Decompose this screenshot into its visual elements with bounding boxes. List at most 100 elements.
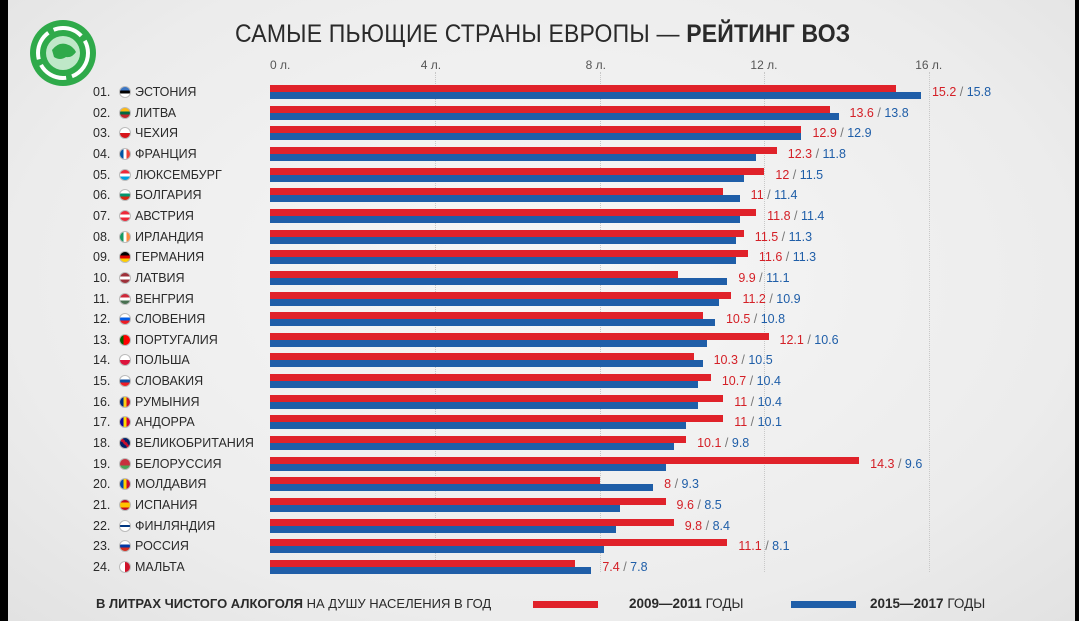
bar-2015-2017: [270, 174, 744, 182]
value-2015-2017: 10.6: [814, 332, 839, 347]
country-row: 11. Венгрия 11.2 / 10.9: [8, 289, 1075, 309]
value-separator: /: [750, 312, 761, 327]
bar-2009-2011: [270, 85, 897, 92]
country-row: 19. Белоруссия 14.3 / 9.6: [8, 454, 1075, 474]
country-row: 03. Чехия 12.9 / 12.9: [8, 123, 1075, 143]
value-2009-2011: 11.5: [754, 229, 779, 244]
value-separator: /: [894, 456, 905, 471]
rank-label: 20.: [93, 477, 111, 492]
bar-2009-2011: [270, 436, 687, 444]
value-separator: /: [812, 146, 823, 161]
rank-label: 21.: [93, 498, 111, 512]
rank-label: 16.: [93, 394, 111, 409]
rank-label: 01.: [93, 85, 111, 99]
value-2015-2017: 10.4: [756, 374, 781, 389]
bar-2009-2011: [270, 312, 703, 320]
value-separator: /: [746, 374, 757, 389]
at-flag-icon: [119, 209, 131, 222]
value-2009-2011: 10.1: [697, 436, 722, 451]
x-tick-label: 12 л.: [750, 58, 778, 72]
bar-2015-2017: [270, 360, 703, 368]
pt-flag-icon: [119, 333, 131, 346]
value-separator: /: [873, 105, 885, 120]
globe-logo-icon: [30, 20, 96, 86]
country-label: Испания: [135, 498, 198, 512]
value-2015-2017: 8.5: [704, 498, 722, 512]
value-2015-2017: 10.1: [757, 415, 782, 430]
rank-label: 07.: [93, 208, 111, 223]
value-label: 12.9 / 12.9: [812, 126, 871, 140]
bar-2015-2017: [270, 339, 707, 347]
value-separator: /: [747, 394, 758, 409]
rank-label: 05.: [93, 167, 111, 182]
country-label: Латвия: [135, 270, 185, 285]
value-2009-2011: 12.9: [812, 126, 837, 141]
country-label: Россия: [135, 539, 189, 554]
value-separator: /: [737, 353, 749, 368]
value-2009-2011: 11: [734, 415, 748, 430]
value-separator: /: [671, 477, 682, 492]
value-separator: /: [956, 85, 967, 99]
country-label: Венгрия: [135, 291, 194, 306]
country-row: 04. Франция 12.3 / 11.8: [8, 144, 1075, 164]
country-label: Словакия: [135, 374, 204, 389]
country-row: 24. Мальта 7.4 / 7.8: [8, 557, 1075, 577]
country-label: Эстония: [135, 85, 197, 99]
value-2009-2011: 9.6: [676, 498, 694, 512]
country-label: Финляндия: [135, 518, 216, 533]
chart-panel: САМЫЕ ПЬЮЩИЕ СТРАНЫ ЕВРОПЫ — РЕЙТИНГ ВОЗ…: [8, 0, 1075, 621]
gb-flag-icon: [119, 437, 131, 450]
rank-label: 14.: [93, 353, 111, 368]
value-2015-2017: 9.6: [904, 456, 923, 471]
value-2015-2017: 7.8: [630, 559, 648, 574]
rank-label: 22.: [93, 518, 111, 533]
by-flag-icon: [119, 457, 131, 470]
bar-2009-2011: [270, 167, 765, 175]
country-row: 02. Литва 13.6 / 13.8: [8, 103, 1075, 123]
lt-flag-icon: [119, 106, 131, 119]
ro-flag-icon: [119, 395, 131, 408]
rank-label: 23.: [93, 539, 111, 554]
bar-2015-2017: [270, 236, 736, 244]
value-2009-2011: 11: [750, 188, 764, 203]
rank-label: 19.: [93, 456, 111, 471]
country-label: Болгария: [135, 188, 202, 203]
x-tick-label: 4 л.: [420, 58, 442, 72]
value-label: 12.1 / 10.6: [780, 333, 839, 347]
rank-label: 17.: [93, 415, 111, 430]
bar-2015-2017: [270, 505, 621, 512]
x-tick-label: 0 л.: [270, 58, 291, 72]
bar-2009-2011: [270, 456, 860, 464]
lu-flag-icon: [119, 168, 131, 181]
value-label: 15.2 / 15.8: [932, 85, 991, 99]
country-label: Словения: [135, 312, 206, 327]
country-label: Франция: [135, 146, 197, 161]
rank-label: 12.: [93, 312, 111, 327]
country-row: 05. Люксембург 12 / 11.5: [8, 165, 1075, 185]
legend-swatch-2009-2011: [533, 601, 598, 608]
value-2015-2017: 11.1: [766, 270, 790, 285]
country-row: 10. Латвия 9.9 / 11.1: [8, 268, 1075, 288]
rank-label: 18.: [93, 436, 111, 451]
value-label: 9.9 / 11.1: [738, 271, 789, 285]
value-2009-2011: 12.3: [787, 146, 813, 161]
value-2009-2011: 12.1: [779, 332, 804, 347]
value-separator: /: [761, 539, 773, 554]
bar-2009-2011: [270, 332, 769, 340]
bar-2009-2011: [270, 291, 732, 299]
value-2009-2011: 11.1: [738, 539, 762, 554]
value-label: 11 / 10.4: [734, 395, 782, 409]
value-label: 11 / 10.1: [734, 415, 782, 429]
x-tick-label: 8 л.: [585, 58, 606, 72]
mt-flag-icon: [119, 560, 131, 573]
pl-flag-icon: [119, 354, 131, 367]
bar-2015-2017: [270, 463, 666, 471]
bar-2009-2011: [270, 188, 724, 196]
country-label: Литва: [135, 105, 177, 120]
country-row: 14. Польша 10.3 / 10.5: [8, 350, 1075, 370]
value-separator: /: [693, 498, 705, 512]
value-separator: /: [790, 208, 801, 223]
bar-2015-2017: [270, 112, 839, 120]
bar-2009-2011: [270, 126, 802, 134]
country-row: 21. Испания 9.6 / 8.5: [8, 495, 1075, 515]
